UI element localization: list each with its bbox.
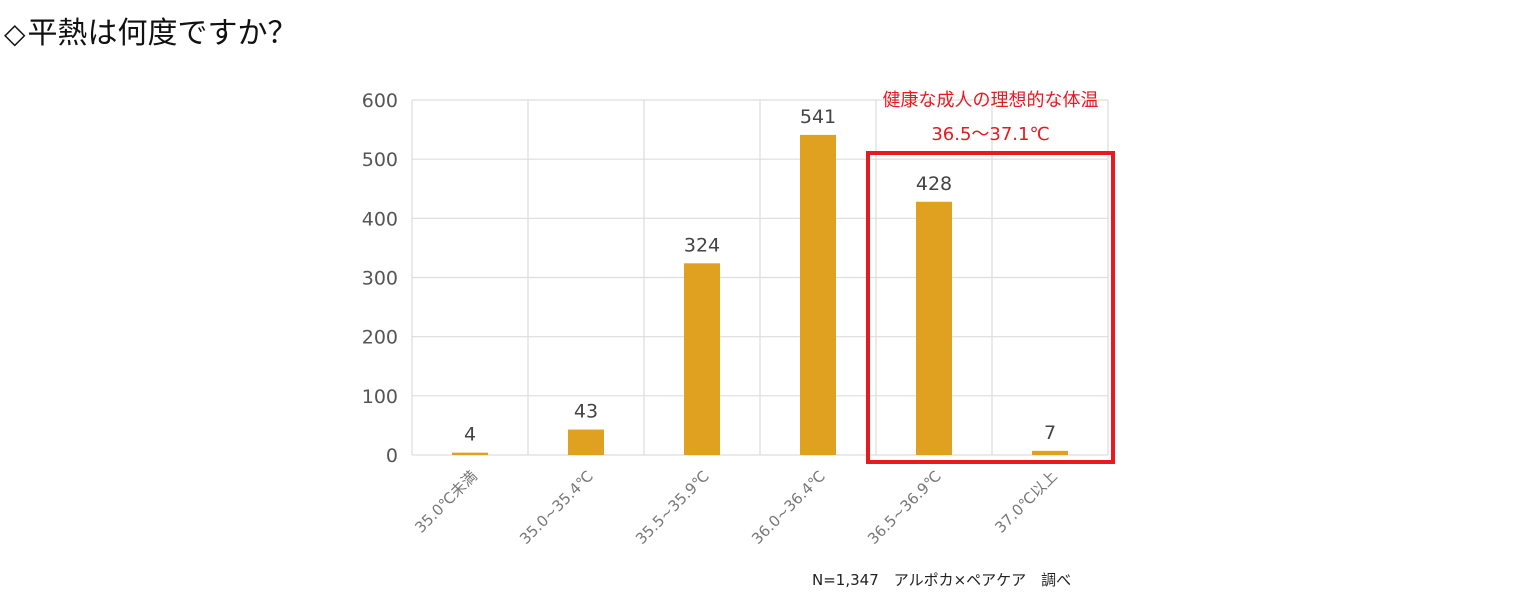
annotation-line1: 健康な成人の理想的な体温 [883, 90, 1099, 111]
annotation-line2: 36.5～37.1℃ [931, 124, 1049, 145]
highlight-box [866, 151, 1115, 464]
x-tick-label: 36.5~36.9℃ [864, 467, 945, 548]
y-tick-label: 400 [362, 208, 398, 230]
page-title-text: 平熱は何度ですか？ [27, 16, 298, 51]
bar [1032, 450, 1068, 455]
bar-layer [452, 134, 1068, 456]
y-tick-label: 300 [362, 268, 398, 290]
data-label: 43 [574, 401, 598, 423]
x-tick-label: 35.5~35.9℃ [632, 467, 713, 548]
data-label: 541 [800, 106, 836, 128]
page-title: ◇平熱は何度ですか？ [4, 8, 298, 52]
y-tick-label: 600 [362, 90, 398, 112]
diamond-icon: ◇ [4, 17, 26, 50]
x-tick-label: 35.0~35.4℃ [516, 467, 597, 548]
y-tick-label: 100 [362, 386, 398, 408]
bar [568, 429, 604, 455]
y-tick-label: 200 [362, 327, 398, 349]
data-label: 324 [684, 234, 720, 256]
y-tick-label: 500 [362, 149, 398, 171]
bar [800, 134, 836, 456]
x-tick-label: 36.0~36.4℃ [748, 467, 829, 548]
value-labels: 4 43 324 541 428 7 [464, 106, 1056, 446]
bar [452, 452, 488, 455]
x-tick-label: 35.0℃未満 [411, 467, 480, 536]
x-axis-labels: 35.0℃未満 35.0~35.4℃ 35.5~35.9℃ 36.0~36.4℃ 36.… [411, 467, 1060, 548]
y-axis-ticks: 0 100 200 300 400 500 600 [362, 90, 398, 467]
data-label: 4 [464, 424, 476, 446]
bar [684, 263, 720, 455]
data-label: 428 [916, 173, 952, 195]
bar [916, 201, 952, 455]
x-tick-label: 37.0℃以上 [991, 467, 1060, 536]
y-tick-label: 0 [386, 445, 398, 467]
source-note: N=1,347 アルポカ×ペアケア 調べ [812, 571, 1071, 589]
data-label: 7 [1044, 422, 1056, 444]
grid-layer [411, 99, 1109, 456]
